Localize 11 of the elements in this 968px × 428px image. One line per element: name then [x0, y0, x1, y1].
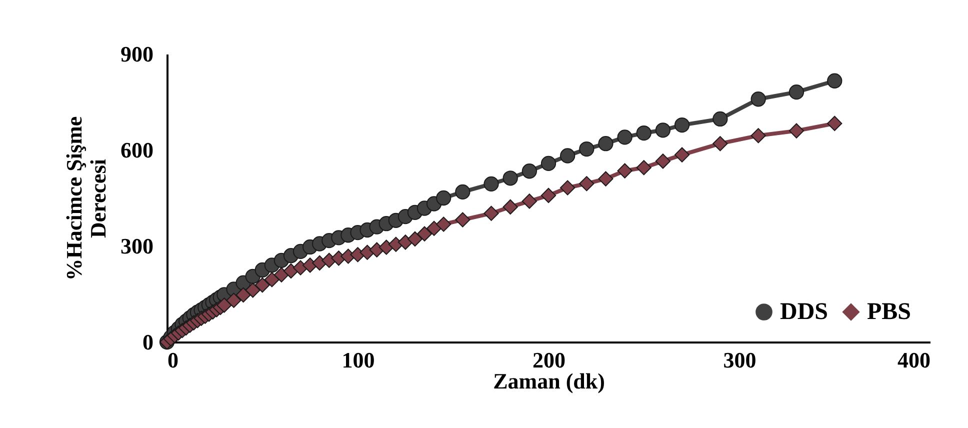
y-tick-label: 900: [120, 42, 154, 66]
y-tick-label: 300: [120, 234, 154, 258]
x-tick-label: 100: [342, 348, 375, 372]
legend-label: PBS: [867, 299, 912, 325]
legend-label: DDS: [780, 299, 828, 325]
x-tick-label: 300: [723, 348, 756, 372]
y-axis-title: %Hacimce Şişme Derecesi: [62, 116, 110, 281]
x-tick-label: 400: [898, 348, 930, 372]
y-tick-label: 600: [120, 138, 154, 162]
x-tick-label: 0: [168, 348, 178, 372]
y-tick-label: 0: [142, 330, 154, 354]
